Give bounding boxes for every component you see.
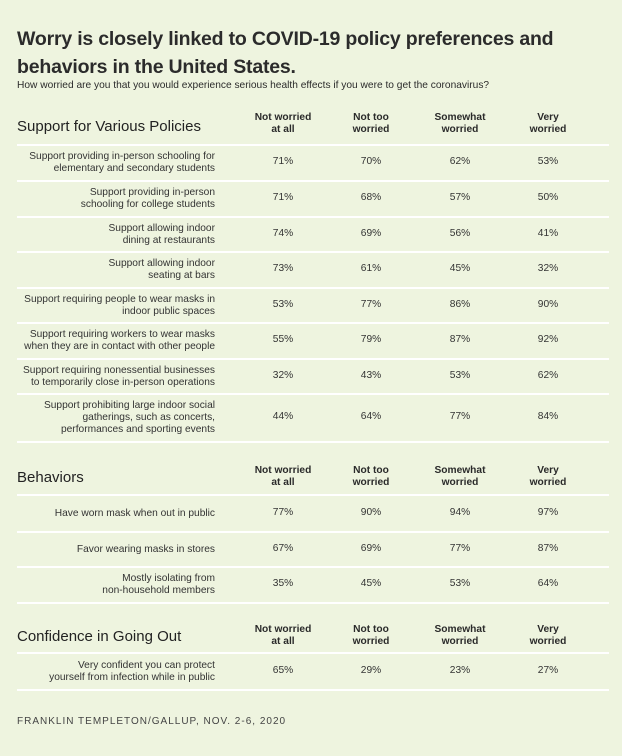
cell-value: 45% — [360, 578, 382, 589]
row-label: Have worn mask when out in public — [54, 507, 215, 519]
section-title: Confidence in Going Out — [17, 627, 182, 645]
table-row: Mostly isolating from non-household membe… — [17, 568, 609, 604]
column-header: Not worried at all — [254, 465, 312, 488]
cell-value: 90% — [360, 506, 382, 518]
cell-value: 43% — [360, 369, 382, 381]
column-header: Not too worried — [352, 112, 390, 135]
cell-value: 65% — [272, 664, 294, 676]
cell-value: 71% — [272, 192, 294, 203]
column-header: Very worried — [529, 624, 567, 647]
cell-value: 87% — [537, 542, 559, 554]
table-row: Very confident you can protect yourself f… — [17, 654, 609, 691]
table-row: Support allowing indoor seating at bars 73… — [17, 253, 609, 289]
row-label: Support requiring nonessential businesse… — [23, 364, 215, 388]
cell-value: 61% — [360, 263, 382, 274]
cell-value: 53% — [537, 156, 559, 167]
cell-value: 71% — [272, 156, 294, 167]
column-header: Somewhat worried — [434, 465, 486, 488]
row-label: Support providing in-person schooling for… — [80, 187, 215, 210]
cell-value: 69% — [360, 542, 382, 554]
column-header: Not worried at all — [254, 624, 312, 647]
cell-value: 41% — [537, 227, 559, 239]
column-header: Not worried at all — [254, 112, 312, 135]
chart-subtitle: How worried are you that you would exper… — [17, 80, 490, 91]
source-footer: FRANKLIN TEMPLETON/GALLUP, NOV. 2-6, 202… — [17, 716, 287, 727]
cell-value: 77% — [449, 542, 471, 554]
column-header: Very worried — [529, 112, 567, 135]
cell-value: 32% — [537, 263, 559, 274]
cell-value: 57% — [449, 192, 471, 203]
column-header: Somewhat worried — [434, 624, 486, 647]
cell-value: 53% — [272, 298, 294, 310]
cell-value: 67% — [272, 542, 294, 554]
cell-value: 97% — [537, 506, 559, 518]
cell-value: 44% — [272, 411, 294, 422]
cell-value: 79% — [360, 334, 382, 345]
cell-value: 53% — [449, 578, 471, 589]
table-row: Support requiring people to wear masks i… — [17, 289, 609, 324]
cell-value: 62% — [537, 369, 559, 381]
cell-value: 64% — [360, 411, 382, 422]
cell-value: 92% — [537, 334, 559, 345]
section-title: Support for Various Policies — [17, 117, 201, 135]
section-header: Confidence in Going Out Not worried at all… — [17, 604, 609, 654]
chart-title: Worry is closely linked to COVID-19 poli… — [17, 28, 554, 78]
cell-value: 77% — [449, 411, 471, 422]
cell-value: 27% — [537, 664, 559, 676]
cell-value: 55% — [272, 334, 294, 345]
cell-value: 29% — [360, 664, 382, 676]
table-row: Support providing in-person schooling for… — [17, 182, 609, 218]
row-label: Support allowing indoor dining at restaur… — [108, 222, 215, 246]
row-label: Mostly isolating from non-household membe… — [102, 573, 215, 596]
cell-value: 87% — [449, 334, 471, 345]
cell-value: 69% — [360, 227, 382, 239]
cell-value: 56% — [449, 227, 471, 239]
cell-value: 84% — [537, 411, 559, 422]
section-header: Support for Various Policies Not worried a… — [17, 104, 609, 146]
row-label: Favor wearing masks in stores — [76, 543, 215, 555]
cell-value: 32% — [272, 369, 294, 381]
row-label: Support requiring workers to wear masks w… — [24, 329, 215, 352]
cell-value: 23% — [449, 664, 471, 676]
row-label: Very confident you can protect yourself f… — [49, 659, 215, 683]
cell-value: 64% — [537, 578, 559, 589]
column-header: Not too worried — [352, 624, 390, 647]
section-title: Behaviors — [17, 469, 84, 486]
table-row: Support providing in-person schooling fo… — [17, 146, 609, 182]
column-header: Not too worried — [352, 465, 390, 488]
row-label: Support providing in-person schooling fo… — [29, 151, 215, 174]
cell-value: 53% — [449, 369, 471, 381]
cell-value: 45% — [449, 263, 471, 274]
table-row: Support prohibiting large indoor social g… — [17, 395, 609, 443]
cell-value: 77% — [272, 506, 294, 518]
cell-value: 70% — [360, 156, 382, 167]
row-label: Support requiring people to wear masks i… — [24, 293, 215, 317]
results-table: Support for Various Policies Not worried a… — [17, 104, 609, 691]
cell-value: 94% — [449, 506, 471, 518]
section-header: Behaviors Not worried at all Not too worried… — [17, 443, 609, 496]
cell-value: 68% — [360, 192, 382, 203]
table-row: Support requiring workers to wear masks w… — [17, 324, 609, 360]
cell-value: 62% — [449, 156, 471, 167]
table-row: Favor wearing masks in stores 67% 69% 77% 87… — [17, 533, 609, 568]
cell-value: 74% — [272, 227, 294, 239]
column-header: Somewhat worried — [434, 112, 486, 135]
cell-value: 73% — [272, 263, 294, 274]
column-header: Very worried — [529, 465, 567, 488]
cell-value: 50% — [537, 192, 559, 203]
cell-value: 77% — [360, 298, 382, 310]
row-label: Support prohibiting large indoor social g… — [43, 400, 215, 435]
row-label: Support allowing indoor seating at bars — [108, 258, 215, 281]
table-row: Support requiring nonessential businesse… — [17, 360, 609, 395]
table-row: Support allowing indoor dining at restaur… — [17, 218, 609, 253]
cell-value: 86% — [449, 298, 471, 310]
table-row: Have worn mask when out in public 77% 90% 9… — [17, 496, 609, 533]
cell-value: 90% — [537, 298, 559, 310]
cell-value: 35% — [272, 578, 294, 589]
